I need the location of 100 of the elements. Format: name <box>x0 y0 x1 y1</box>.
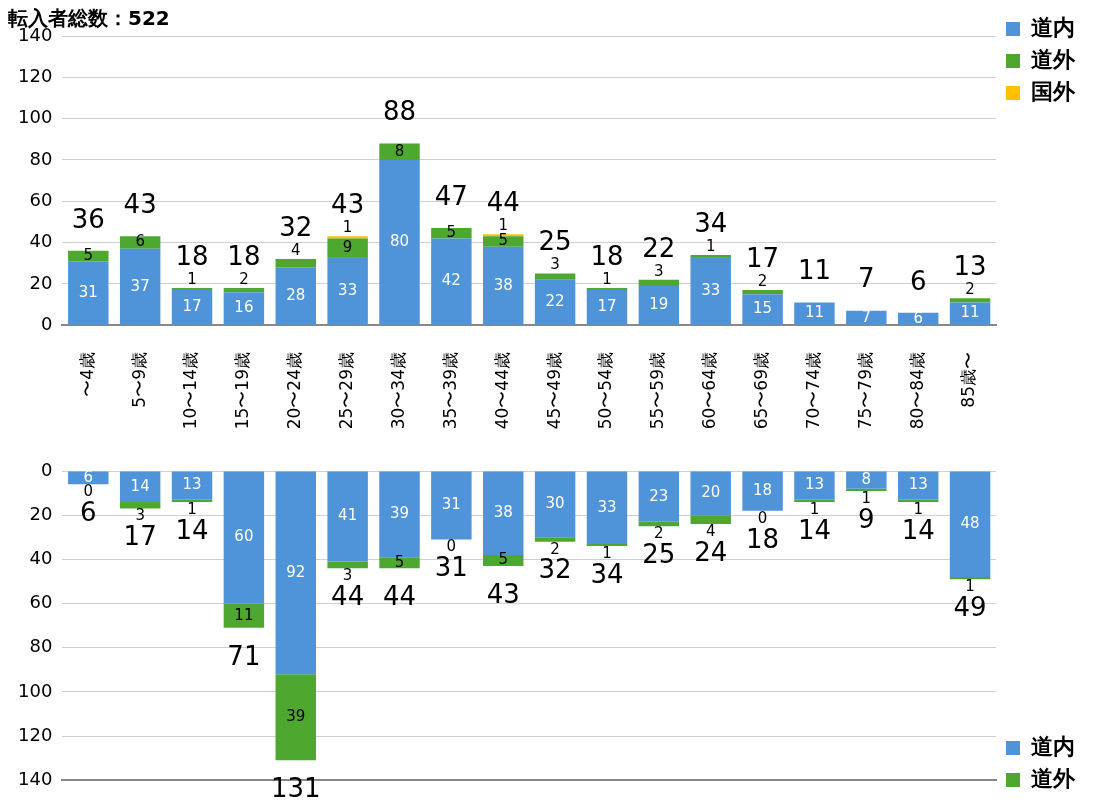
data-label: 39 <box>286 707 306 726</box>
bar <box>690 515 731 525</box>
bar <box>483 246 524 325</box>
bar <box>638 279 680 286</box>
data-label: 80 <box>389 232 410 251</box>
data-label: 92 <box>286 562 306 581</box>
x-tick-label: 〜4歳 <box>76 352 97 397</box>
bar <box>171 499 213 502</box>
bar <box>327 471 368 562</box>
bar <box>275 267 316 325</box>
data-label: 38 <box>493 275 513 294</box>
total-label: 25 <box>538 226 572 257</box>
y-tick-label: 80 <box>29 635 53 657</box>
total-label: 6 <box>909 265 927 296</box>
bar <box>638 285 680 325</box>
bar <box>119 236 161 249</box>
data-label: 1 <box>187 269 197 288</box>
bar <box>68 261 109 325</box>
bar <box>327 236 368 239</box>
total-label: 36 <box>71 203 105 234</box>
bar <box>690 254 731 258</box>
x-tick-label: 25〜29歳 <box>336 352 357 430</box>
data-label: 6 <box>135 232 145 251</box>
data-label: 5 <box>446 223 457 242</box>
data-label: 5 <box>83 245 94 264</box>
data-label: 31 <box>441 495 461 514</box>
data-label: 3 <box>550 255 560 274</box>
y-tick-label: 0 <box>40 458 53 480</box>
bar <box>275 674 316 761</box>
bar <box>586 543 628 547</box>
y-tick-label: 20 <box>29 502 53 524</box>
x-tick-label: 20〜24歳 <box>284 352 305 430</box>
data-label: 14 <box>130 476 150 495</box>
total-label: 131 <box>270 773 321 804</box>
bar <box>223 471 265 604</box>
x-tick-label: 40〜44歳 <box>491 352 512 430</box>
total-label: 47 <box>434 180 468 211</box>
data-label: 37 <box>130 276 150 295</box>
bar <box>379 143 420 160</box>
bar <box>171 290 213 325</box>
y-tick-label: 60 <box>29 591 53 613</box>
data-label: 16 <box>234 298 254 317</box>
bar <box>742 471 783 511</box>
bar <box>534 537 576 542</box>
y-tick-label: 0 <box>40 312 53 334</box>
bar <box>534 279 576 325</box>
data-label: 5 <box>498 231 509 250</box>
y-tick-label: 80 <box>29 147 53 169</box>
data-label: 48 <box>960 514 980 533</box>
bar <box>846 310 887 325</box>
bar <box>119 248 161 325</box>
bar <box>742 294 783 325</box>
data-label: 13 <box>804 475 825 494</box>
total-label: 13 <box>953 251 987 282</box>
bar <box>379 159 420 325</box>
data-label: 42 <box>441 271 461 290</box>
data-label: 33 <box>701 280 721 299</box>
data-label: 5 <box>498 550 509 569</box>
bar <box>897 499 939 502</box>
bar <box>949 302 991 325</box>
x-tick-label: 55〜59歳 <box>647 352 668 430</box>
bar <box>223 288 265 293</box>
total-label: 88 <box>382 96 417 127</box>
total-label: 43 <box>331 189 365 220</box>
bar <box>431 238 472 325</box>
data-label: 38 <box>493 503 513 522</box>
data-label: 13 <box>182 475 202 494</box>
data-label: 8 <box>861 469 872 488</box>
x-tick-label: 80〜84歳 <box>906 352 927 430</box>
total-label: 44 <box>486 187 520 218</box>
total-label: 11 <box>797 255 832 286</box>
data-label: 41 <box>338 506 358 525</box>
x-tick-label: 45〜49歳 <box>543 352 564 430</box>
data-label: 60 <box>234 527 254 546</box>
data-label: 1 <box>705 236 716 255</box>
data-label: 39 <box>389 504 410 523</box>
bar <box>586 471 628 544</box>
y-tick-label: 40 <box>29 547 53 569</box>
x-tick-label: 50〜54歳 <box>595 352 616 430</box>
bar <box>690 471 731 516</box>
x-tick-label: 70〜74歳 <box>802 352 823 430</box>
data-label: 17 <box>597 297 617 316</box>
y-tick-label: 140 <box>18 767 53 789</box>
total-label: 34 <box>694 207 728 238</box>
bar <box>690 257 731 325</box>
total-label: 71 <box>227 640 261 671</box>
x-tick-label: 75〜79歳 <box>854 352 875 430</box>
data-label: 9 <box>342 237 353 256</box>
total-label: 7 <box>858 263 875 294</box>
data-label: 11 <box>960 303 980 322</box>
y-tick-label: 120 <box>18 64 53 86</box>
legend-label: 道内 <box>1031 733 1075 759</box>
data-label: 22 <box>545 292 565 311</box>
total-label: 17 <box>746 242 780 273</box>
bar <box>794 471 835 500</box>
bar <box>327 561 368 569</box>
data-label: 18 <box>753 481 773 500</box>
data-label: 1 <box>342 218 353 237</box>
y-tick-label: 100 <box>18 106 53 128</box>
data-label: 23 <box>649 486 669 505</box>
